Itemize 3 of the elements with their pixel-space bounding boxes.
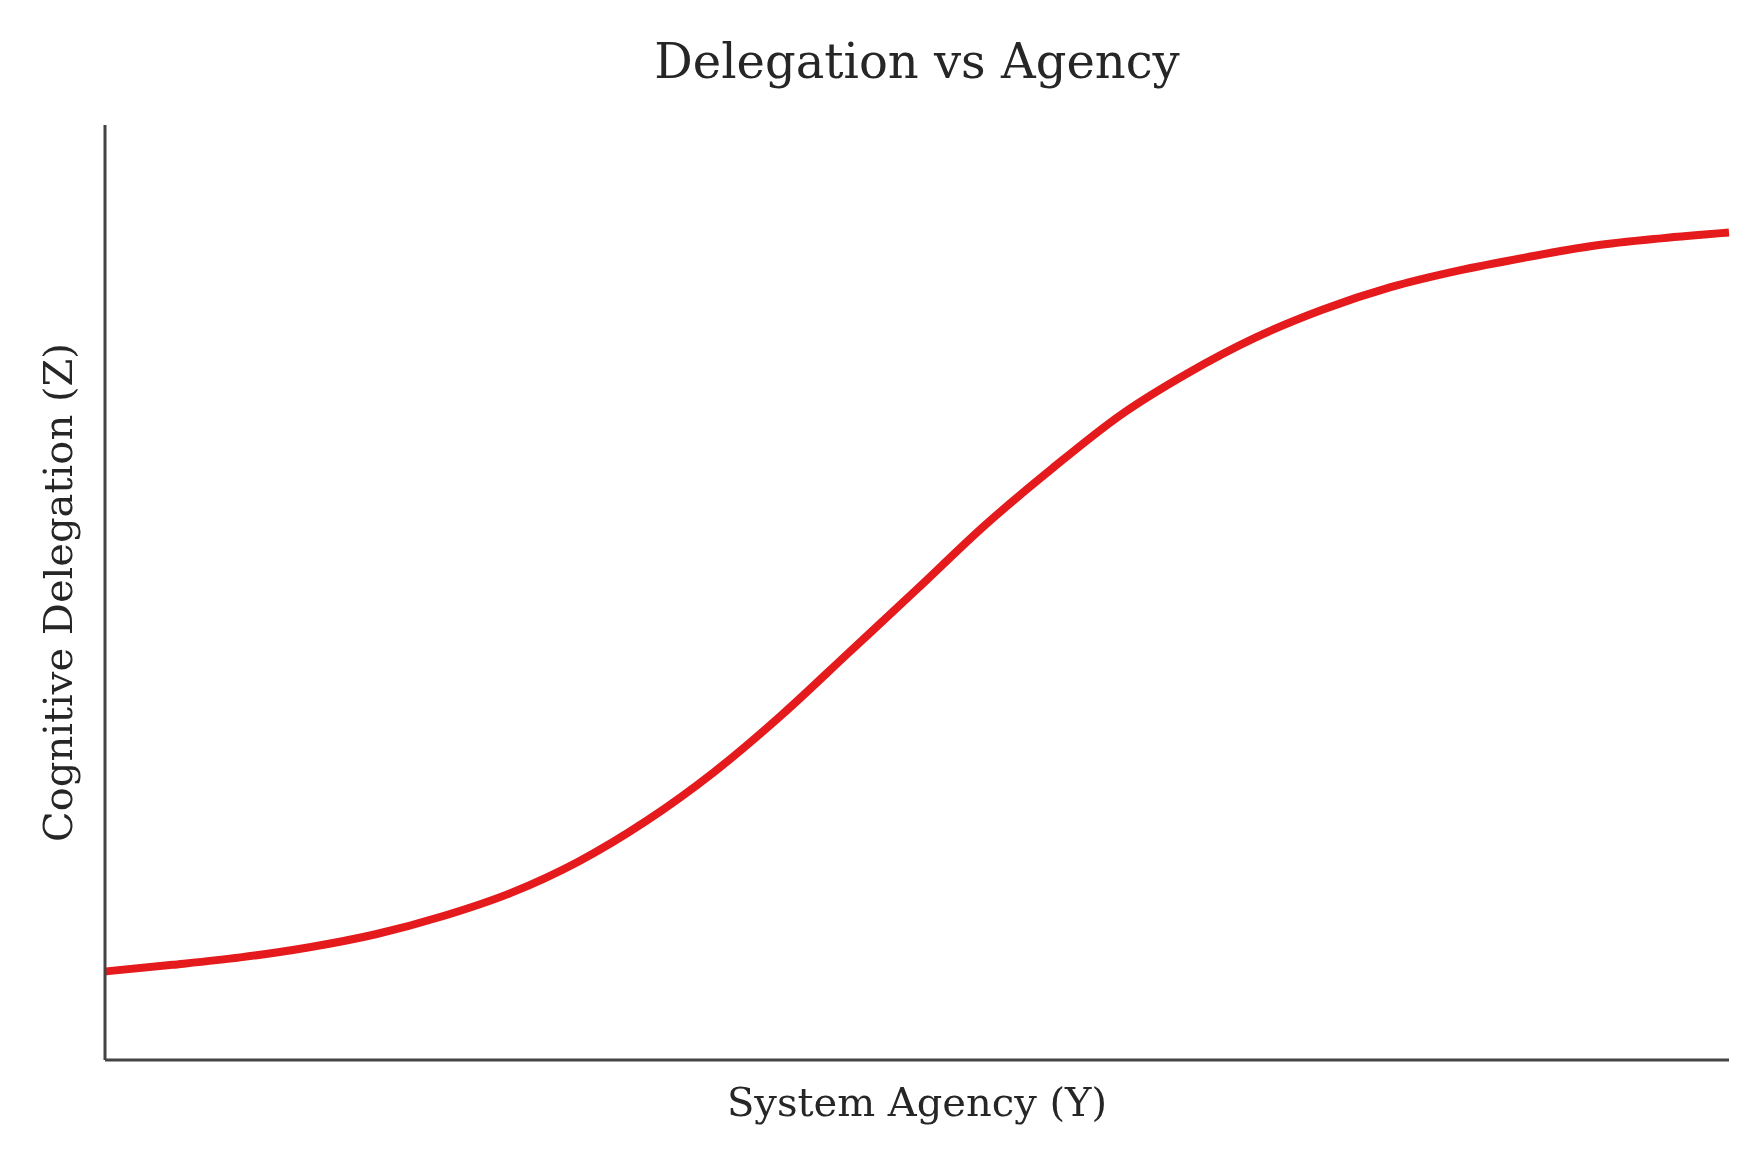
x-axis-title: System Agency (Y): [726, 1079, 1108, 1125]
chart-title: Delegation vs Agency: [654, 33, 1180, 89]
y-axis-title: Cognitive Delegation (Z): [35, 343, 81, 842]
